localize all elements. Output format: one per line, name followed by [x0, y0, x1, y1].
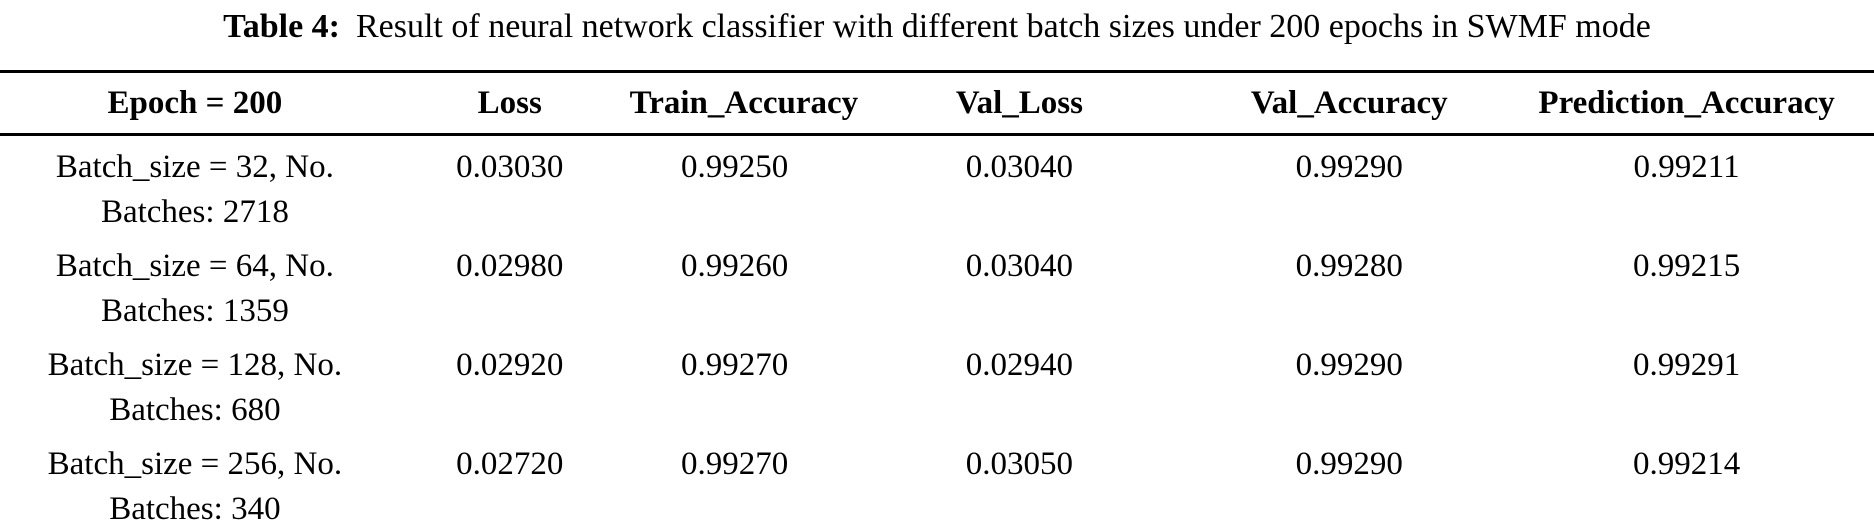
- cell-train-accuracy: 0.99270: [680, 446, 789, 482]
- cell-prediction-accuracy: 0.99214: [1632, 446, 1741, 482]
- row-label-cell: Batch_size = 32, No. Batches: 2718: [0, 135, 390, 236]
- cell-prediction-accuracy: 0.99211: [1633, 149, 1740, 185]
- cell-val-loss: 0.03050: [965, 446, 1074, 482]
- row-label-cell: Batch_size = 256, No. Batches: 340: [0, 433, 390, 521]
- cell-train-accuracy: 0.99270: [680, 347, 789, 383]
- row-label-line1: Batch_size = 64, No.: [55, 248, 334, 284]
- cell-loss: 0.02920: [456, 347, 564, 383]
- cell-val-accuracy: 0.99290: [1295, 446, 1403, 482]
- row-label-cell: Batch_size = 128, No. Batches: 680: [0, 334, 390, 433]
- row-label-line2: Batches: 340: [109, 491, 281, 521]
- row-label-line2: Batches: 1359: [100, 293, 289, 329]
- column-header-loss: Loss: [389, 71, 630, 136]
- cell-prediction-accuracy: 0.99291: [1632, 347, 1741, 383]
- table-row: Batch_size = 128, No. Batches: 680 0.029…: [0, 334, 1874, 433]
- table-caption-number: Table 4:: [223, 8, 340, 45]
- cell-val-accuracy: 0.99290: [1295, 347, 1403, 383]
- cell-train-accuracy: 0.99260: [680, 248, 789, 284]
- cell-val-loss: 0.02940: [965, 347, 1074, 383]
- cell-val-accuracy: 0.99280: [1295, 248, 1403, 284]
- column-header-val-accuracy: Val_Accuracy: [1199, 71, 1500, 136]
- cell-loss: 0.02980: [456, 248, 564, 284]
- cell-val-accuracy: 0.99290: [1295, 149, 1403, 185]
- column-header-train-accuracy: Train_Accuracy: [629, 71, 858, 136]
- cell-val-loss: 0.03040: [965, 149, 1074, 185]
- row-label-line2: Batches: 680: [109, 392, 281, 428]
- results-table: Epoch = 200 Loss Train_Accuracy Val_Loss…: [0, 70, 1874, 521]
- column-header-prediction-accuracy: Prediction_Accuracy: [1499, 71, 1874, 136]
- table-row: Batch_size = 256, No. Batches: 340 0.027…: [0, 433, 1874, 521]
- row-label-line1: Batch_size = 32, No.: [55, 149, 334, 185]
- column-header-val-loss: Val_Loss: [839, 71, 1200, 136]
- cell-loss: 0.02720: [456, 446, 564, 482]
- cell-loss: 0.03030: [456, 149, 564, 185]
- row-label-line1: Batch_size = 256, No.: [47, 446, 343, 482]
- header-row: Epoch = 200 Loss Train_Accuracy Val_Loss…: [0, 71, 1874, 136]
- cell-val-loss: 0.03040: [965, 248, 1074, 284]
- table-row: Batch_size = 32, No. Batches: 2718 0.030…: [0, 135, 1874, 236]
- column-header-epoch: Epoch = 200: [0, 71, 390, 136]
- table-caption-text: Result of neural network classifier with…: [355, 8, 1651, 45]
- row-label-cell: Batch_size = 64, No. Batches: 1359: [0, 235, 390, 334]
- table-row: Batch_size = 64, No. Batches: 1359 0.029…: [0, 235, 1874, 334]
- table-caption: Table 4: Result of neural network classif…: [0, 0, 1874, 70]
- cell-prediction-accuracy: 0.99215: [1632, 248, 1741, 284]
- row-label-line2: Batches: 2718: [100, 194, 289, 230]
- cell-train-accuracy: 0.99250: [680, 149, 789, 185]
- row-label-line1: Batch_size = 128, No.: [47, 347, 343, 383]
